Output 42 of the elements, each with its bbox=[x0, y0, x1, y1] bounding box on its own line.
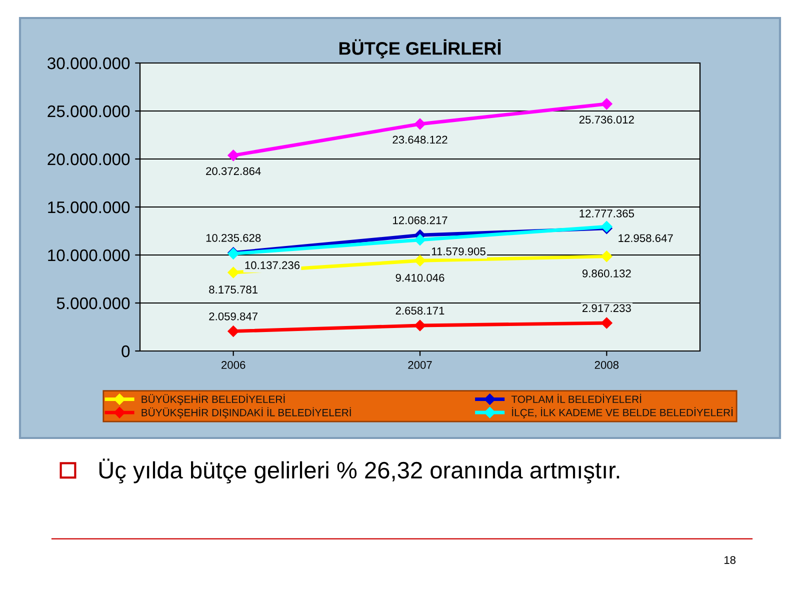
legend-label: BÜYÜKŞEHİR DIŞINDAKİ İL BELEDİYELERİ bbox=[142, 407, 351, 418]
x-tick-label: 2008 bbox=[594, 361, 619, 369]
data-label: 20.372.864 bbox=[206, 167, 261, 176]
data-label: 12.777.365 bbox=[580, 210, 634, 218]
data-label: 2.658.171 bbox=[396, 306, 444, 315]
legend-label: TOPLAM İL BELEDİYELERİ bbox=[511, 394, 642, 404]
data-label: 10.235.628 bbox=[206, 234, 261, 242]
chart-title: BÜTÇE GELİRLERİ bbox=[339, 39, 501, 58]
data-label: 12.068.217 bbox=[393, 216, 448, 224]
legend-label: BÜYÜKŞEHİR BELEDİYELERİ bbox=[142, 394, 285, 406]
data-label: 23.648.122 bbox=[392, 136, 448, 144]
point bbox=[228, 150, 239, 162]
data-label: 8.175.781 bbox=[209, 286, 258, 294]
y-tick-label: 30.000.000 bbox=[48, 57, 130, 70]
point bbox=[228, 266, 239, 278]
data-label: 25.736.012 bbox=[579, 116, 634, 124]
y-tick-label: 20.000.000 bbox=[48, 153, 130, 166]
data-label: 12.958.647 bbox=[618, 234, 673, 242]
y-tick-label: 0 bbox=[122, 345, 130, 358]
text: 18 bbox=[724, 556, 736, 564]
data-label: 9.860.132 bbox=[582, 270, 631, 278]
data-label: 9.410.046 bbox=[396, 274, 444, 282]
point bbox=[414, 320, 426, 332]
point bbox=[601, 317, 612, 329]
legend-label: İLÇE, İLK KADEME VE BELDE BELEDİYELERİ bbox=[512, 407, 733, 418]
x-tick-label: 2006 bbox=[222, 361, 246, 369]
y-tick-label: 5.000.000 bbox=[56, 297, 130, 310]
point bbox=[601, 98, 612, 110]
y-tick-label: 15.000.000 bbox=[48, 201, 130, 214]
point bbox=[414, 255, 426, 266]
text: Üç yılda bütçe gelirleri % 26,32 oranında artmıştır. bbox=[99, 458, 620, 484]
point bbox=[228, 326, 239, 337]
data-label: 2.059.847 bbox=[209, 312, 258, 320]
data-label: 2.917.233 bbox=[582, 304, 631, 312]
y-tick-label: 25.000.000 bbox=[48, 105, 130, 118]
point bbox=[414, 118, 426, 130]
point bbox=[414, 234, 426, 246]
y-tick-label: 10.000.000 bbox=[48, 249, 130, 262]
data-label: 11.579.905 bbox=[432, 247, 486, 256]
point bbox=[601, 250, 612, 262]
x-tick-label: 2007 bbox=[408, 361, 432, 369]
data-label: 10.137.236 bbox=[245, 261, 300, 270]
